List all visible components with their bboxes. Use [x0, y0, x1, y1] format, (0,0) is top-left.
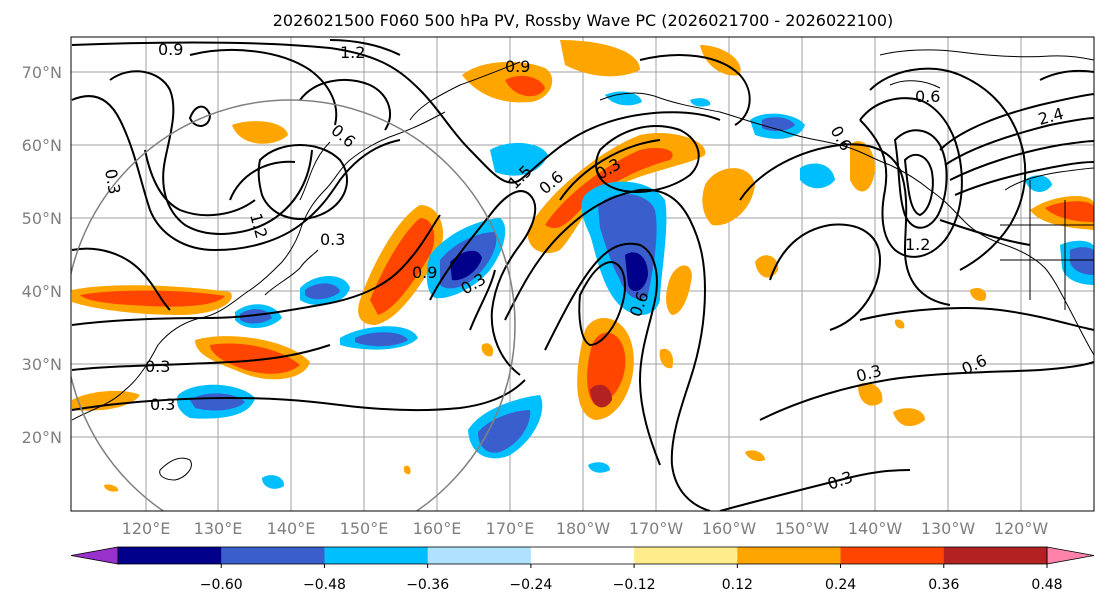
colorbar-swatch	[221, 547, 325, 564]
contour-label: 0.3	[101, 167, 124, 195]
contour-label: 0.3	[320, 230, 345, 249]
colorbar-swatch	[943, 547, 1048, 564]
lat-label: 30°N	[22, 355, 62, 374]
lon-label: 130°E	[194, 519, 243, 538]
colorbar-tick-label: 0.24	[825, 577, 856, 593]
lat-label: 50°N	[22, 209, 62, 228]
colorbar-swatch	[840, 547, 945, 564]
colorbar-tick-label: −0.12	[613, 577, 656, 593]
lon-label: 170°E	[486, 519, 535, 538]
colorbar-tick-label: −0.60	[200, 577, 243, 593]
colorbar-tick-label: −0.48	[303, 577, 346, 593]
map-title: 2026021500 F060 500 hPa PV, Rossby Wave …	[273, 11, 894, 30]
contour-label: 1.2	[340, 43, 365, 62]
colorbar-tick-label: 0.48	[1031, 577, 1062, 593]
pv-contours	[71, 39, 1094, 511]
lon-label: 150°W	[775, 519, 830, 538]
contour-label: 0.9	[158, 40, 183, 59]
contour-label: 1.2	[905, 235, 930, 254]
colorbar-extend-high	[1046, 546, 1095, 565]
colorbar-swatch	[737, 547, 842, 564]
colorbar-swatch	[427, 547, 532, 564]
lon-label: 140°E	[267, 519, 316, 538]
negative-anomalies	[176, 91, 1094, 489]
lon-label: 130°W	[921, 519, 976, 538]
longitude-axis: 120°E 130°E 140°E 150°E 160°E 170°E 180°…	[122, 519, 1049, 538]
colorbar-tick-label: −0.36	[406, 577, 449, 593]
colorbar-tick-label: 0.12	[722, 577, 753, 593]
lat-label: 60°N	[22, 136, 62, 155]
map-frame	[70, 36, 1095, 512]
lon-label: 120°W	[994, 519, 1049, 538]
contour-label: 0.3	[145, 357, 170, 376]
lon-label: 140°W	[848, 519, 903, 538]
lon-label: 160°E	[413, 519, 462, 538]
positive-anomalies	[72, 40, 1094, 492]
colorbar-tick-label: 0.36	[928, 577, 959, 593]
map-area: 0.9 1.2 0.3 0.6 1.5 0.6 0.3 0.9 0.3 0.6 …	[71, 37, 1094, 511]
lat-label: 70°N	[22, 63, 62, 82]
latitude-axis: 70°N 60°N 50°N 40°N 30°N 20°N	[22, 63, 62, 447]
colorbar-extend-low	[70, 546, 119, 565]
lat-label: 20°N	[22, 428, 62, 447]
coastlines	[71, 49, 1094, 481]
colorbar: −0.60 −0.48 −0.36 −0.24 −0.12 0.12 0.24 0.36 0.4…	[70, 546, 1095, 593]
lon-label: 120°E	[122, 519, 171, 538]
lon-label: 150°E	[340, 519, 389, 538]
colorbar-swatch	[634, 547, 738, 564]
colorbar-swatch	[324, 547, 429, 564]
colorbar-swatch	[530, 547, 635, 564]
lon-label: 160°W	[702, 519, 757, 538]
contour-label: 0.3	[150, 395, 175, 414]
contour-label: 0.9	[505, 57, 530, 76]
contour-label: 0.6	[915, 87, 940, 106]
gray-circle-marker	[71, 99, 516, 511]
colorbar-tick-label: −0.24	[509, 577, 552, 593]
contour-label: 0.9	[412, 263, 437, 282]
lon-label: 180°W	[556, 519, 611, 538]
colorbar-frame	[117, 546, 1048, 565]
colorbar-swatch	[118, 547, 222, 564]
lon-label: 170°W	[629, 519, 684, 538]
lat-label: 40°N	[22, 282, 62, 301]
